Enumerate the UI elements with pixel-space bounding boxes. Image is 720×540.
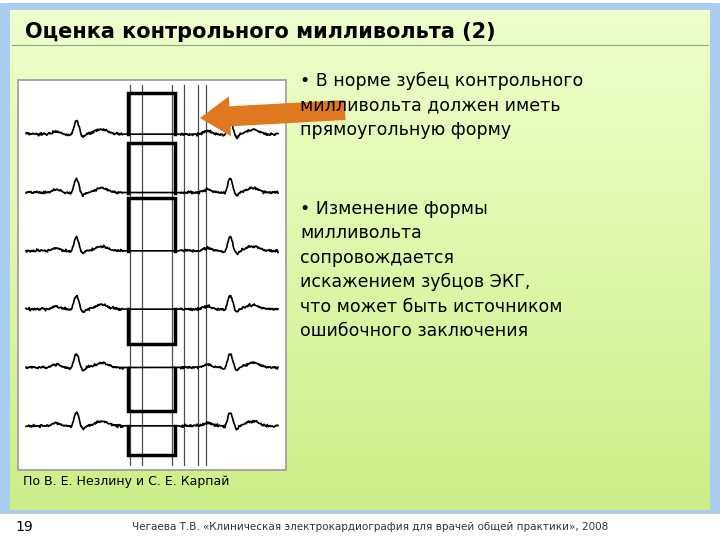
Bar: [10, 472, 710, 479]
Bar: [10, 360, 710, 366]
FancyBboxPatch shape: [0, 3, 720, 517]
Bar: [10, 166, 710, 172]
Polygon shape: [200, 96, 346, 136]
Bar: [10, 272, 710, 279]
Bar: [10, 391, 710, 397]
Bar: [10, 465, 710, 472]
Bar: [10, 441, 710, 448]
Bar: [10, 428, 710, 435]
Bar: [10, 260, 710, 266]
Text: Чегаева Т.В. «Клиническая электрокардиография для врачей общей практики», 2008: Чегаева Т.В. «Клиническая электрокардиог…: [132, 522, 608, 532]
Bar: [10, 91, 710, 98]
Bar: [10, 122, 710, 129]
Bar: [10, 78, 710, 85]
Bar: [10, 303, 710, 310]
Bar: [10, 66, 710, 72]
Bar: [10, 40, 710, 48]
Bar: [10, 453, 710, 460]
Text: По В. Е. Незлину и С. Е. Карпай: По В. Е. Незлину и С. Е. Карпай: [23, 475, 230, 488]
Bar: [10, 316, 710, 322]
Bar: [10, 384, 710, 391]
Bar: [10, 278, 710, 285]
Bar: [10, 334, 710, 341]
Bar: [10, 378, 710, 385]
Bar: [10, 216, 710, 222]
Bar: [10, 10, 710, 16]
Bar: [10, 97, 710, 104]
Bar: [10, 397, 710, 404]
Bar: [10, 478, 710, 485]
Bar: [10, 72, 710, 79]
Bar: [10, 103, 710, 110]
Bar: [10, 178, 710, 185]
Bar: [10, 228, 710, 235]
Bar: [10, 153, 710, 160]
Bar: [10, 285, 710, 291]
Bar: [10, 309, 710, 316]
Bar: [10, 53, 710, 60]
Bar: [10, 134, 710, 141]
Bar: [0, 513, 720, 540]
Bar: [10, 409, 710, 416]
Bar: [10, 210, 710, 216]
Bar: [10, 341, 710, 348]
Text: • В норме зубец контрольного
милливольта должен иметь
прямоугольную форму: • В норме зубец контрольного милливольта…: [300, 72, 583, 139]
Bar: [10, 435, 710, 441]
Bar: [10, 222, 710, 229]
Bar: [10, 22, 710, 29]
Bar: [10, 59, 710, 66]
Bar: [10, 203, 710, 210]
Bar: [10, 116, 710, 123]
Bar: [10, 460, 710, 466]
Text: • Изменение формы
милливольта
сопровождается
искажением зубцов ЭКГ,
что может бы: • Изменение формы милливольта сопровожда…: [300, 200, 562, 340]
Bar: [10, 291, 710, 298]
Bar: [10, 416, 710, 422]
Text: Оценка контрольного милливольта (2): Оценка контрольного милливольта (2): [25, 22, 495, 42]
Bar: [10, 147, 710, 154]
Bar: [10, 491, 710, 497]
Bar: [10, 35, 710, 41]
Bar: [10, 366, 710, 373]
Bar: [10, 322, 710, 329]
Bar: [10, 403, 710, 410]
Bar: [10, 128, 710, 135]
Bar: [10, 28, 710, 35]
Bar: [10, 503, 710, 510]
Bar: [10, 84, 710, 91]
Bar: [10, 241, 710, 247]
FancyBboxPatch shape: [18, 80, 286, 470]
Bar: [10, 234, 710, 241]
Bar: [10, 141, 710, 147]
Bar: [10, 297, 710, 303]
Bar: [10, 266, 710, 273]
Bar: [10, 191, 710, 198]
Bar: [10, 16, 710, 23]
Bar: [10, 372, 710, 379]
Bar: [10, 253, 710, 260]
Bar: [10, 185, 710, 191]
Bar: [10, 247, 710, 254]
Bar: [10, 110, 710, 116]
Text: 19: 19: [15, 520, 32, 534]
Bar: [10, 422, 710, 429]
Bar: [10, 484, 710, 491]
Bar: [10, 197, 710, 204]
Bar: [10, 353, 710, 360]
Bar: [10, 47, 710, 54]
Bar: [10, 172, 710, 179]
Bar: [10, 497, 710, 504]
Bar: [10, 447, 710, 454]
Bar: [10, 328, 710, 335]
Bar: [10, 159, 710, 166]
Bar: [10, 347, 710, 354]
